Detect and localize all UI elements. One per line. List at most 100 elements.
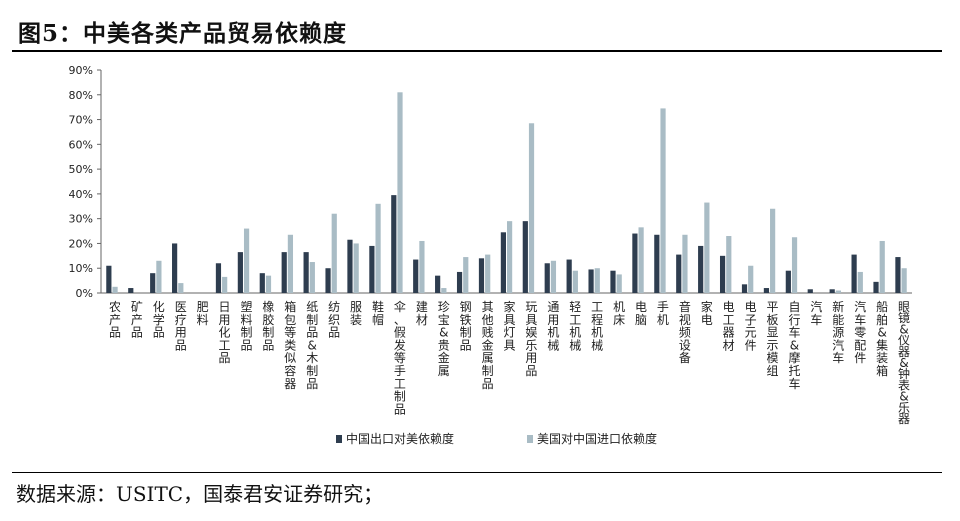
x-tick-label: 医疗用品: [175, 300, 187, 352]
bar-china-export: [259, 273, 265, 293]
bar-china-export: [150, 273, 156, 293]
bar-us-import: [463, 257, 469, 293]
bar-china-export: [128, 288, 134, 293]
bar-china-export: [851, 254, 857, 293]
x-tick-label: 箱包等类似容器: [284, 299, 296, 391]
y-tick-label: 60%: [69, 138, 93, 151]
x-tick-label: 纸制品&木制品: [306, 300, 318, 391]
y-tick-label: 20%: [69, 237, 93, 250]
figure-title: 图5：中美各类产品贸易依赖度: [18, 20, 348, 47]
x-tick-label: 音视频设备: [679, 299, 691, 365]
bar-china-export: [369, 245, 375, 293]
title-rule: [12, 50, 942, 52]
bar-us-import: [704, 202, 710, 293]
y-tick-label: 50%: [69, 163, 93, 176]
bar-china-export: [873, 281, 879, 293]
x-tick-label: 船舶&集装箱: [876, 300, 888, 378]
bar-us-import: [528, 123, 535, 294]
source-note: 数据来源：USITC，国泰君安证券研究；: [16, 482, 384, 506]
bar-us-import: [222, 276, 228, 293]
bar-china-export: [544, 263, 550, 293]
y-axis: 0% 10% 20% 30% 40% 50% 60% 70% 80% 90%: [69, 64, 912, 300]
bar-us-import: [265, 275, 272, 293]
bar-us-import: [507, 221, 513, 293]
bar-china-export: [807, 289, 813, 293]
x-tick-label: 农产品: [109, 300, 121, 340]
bar-china-export: [303, 252, 309, 293]
bar-us-import: [726, 236, 732, 293]
bar-china-export: [347, 239, 353, 293]
x-tick-label: 通用机械: [547, 300, 559, 352]
bar-china-export: [895, 257, 901, 293]
x-tick-label: 平板显示模组: [767, 300, 779, 378]
x-tick-label: 化学品: [153, 300, 165, 340]
bar-china-export: [741, 284, 748, 293]
bar-us-import: [309, 262, 315, 293]
x-tick-label: 服装: [350, 300, 362, 327]
bar-china-export: [610, 270, 616, 293]
legend-swatch-china-export: [336, 435, 342, 443]
bar-us-import: [243, 228, 250, 293]
x-tick-label: 家具灯具: [503, 299, 515, 352]
bar-china-export: [478, 258, 485, 293]
x-tick-label: 钢铁制品: [460, 300, 472, 352]
bar-china-export: [654, 234, 660, 293]
x-tick-label: 伞、假发等手工制品: [394, 299, 406, 416]
bar-china-export: [325, 268, 331, 293]
x-tick-label: 鞋帽: [372, 299, 384, 327]
bar-china-export: [676, 254, 682, 293]
bar-china-export: [785, 270, 791, 293]
x-tick-label: 玩具娱乐用品: [525, 300, 537, 378]
x-tick-label: 眼镜&仪器&钟表&乐器: [898, 300, 910, 426]
bar-china-export: [106, 265, 112, 293]
bar-us-import: [682, 234, 688, 293]
bar-china-export: [566, 259, 572, 293]
x-tick-label: 纺织品: [328, 300, 340, 340]
legend: 中国出口对美依赖度 美国对中国进口依赖度: [336, 431, 657, 446]
x-tick-label: 日用化工品: [219, 300, 231, 365]
legend-label-us-import: 美国对中国进口依赖度: [537, 431, 657, 446]
y-tick-label: 0%: [76, 287, 93, 300]
x-tick-label: 机床: [613, 300, 625, 327]
bar-us-import: [616, 274, 622, 293]
bar-china-export: [391, 195, 397, 293]
y-tick-label: 80%: [69, 89, 93, 102]
x-tick-label: 塑料制品: [240, 299, 252, 352]
x-tick-label: 汽车: [810, 299, 822, 327]
x-axis-labels: 农产品矿产品化学品医疗用品肥料日用化工品塑料制品橡胶制品箱包等类似容器纸制品&木…: [109, 299, 910, 426]
bar-us-import: [594, 268, 600, 293]
bar-china-export: [829, 289, 835, 293]
x-tick-label: 肥料: [197, 300, 209, 327]
bar-us-import: [572, 270, 578, 293]
x-tick-label: 电子元件: [745, 300, 757, 352]
bar-us-import: [857, 271, 863, 293]
bar-us-import: [419, 240, 425, 293]
bar-us-import: [375, 203, 381, 293]
bar-us-import: [638, 227, 644, 293]
bar-china-export: [215, 263, 222, 293]
bar-china-export: [763, 288, 770, 293]
bar-us-import: [287, 234, 294, 293]
bar-china-export: [500, 232, 506, 293]
x-tick-label: 电脑: [635, 300, 647, 327]
bar-us-import: [879, 240, 885, 293]
bar-us-import: [748, 265, 754, 293]
x-tick-label: 建材: [416, 300, 428, 327]
bar-us-import: [353, 243, 359, 293]
bar-us-import: [901, 268, 907, 293]
y-tick-label: 90%: [69, 64, 93, 77]
y-tick-label: 10%: [69, 262, 93, 275]
y-tick-label: 70%: [69, 114, 93, 127]
bar-china-export: [719, 255, 726, 293]
legend-swatch-us-import: [527, 435, 533, 443]
bar-us-import: [441, 288, 447, 293]
bar-china-export: [413, 259, 419, 293]
bar-us-import: [397, 92, 403, 293]
x-tick-label: 轻工机械: [569, 300, 581, 352]
bar-china-export: [435, 275, 441, 293]
x-tick-label: 家电: [701, 299, 713, 327]
bar-china-export: [588, 269, 594, 293]
bar-us-import: [550, 260, 557, 293]
x-tick-label: 珍宝&贵金属: [438, 300, 450, 378]
bar-us-import: [835, 290, 841, 293]
